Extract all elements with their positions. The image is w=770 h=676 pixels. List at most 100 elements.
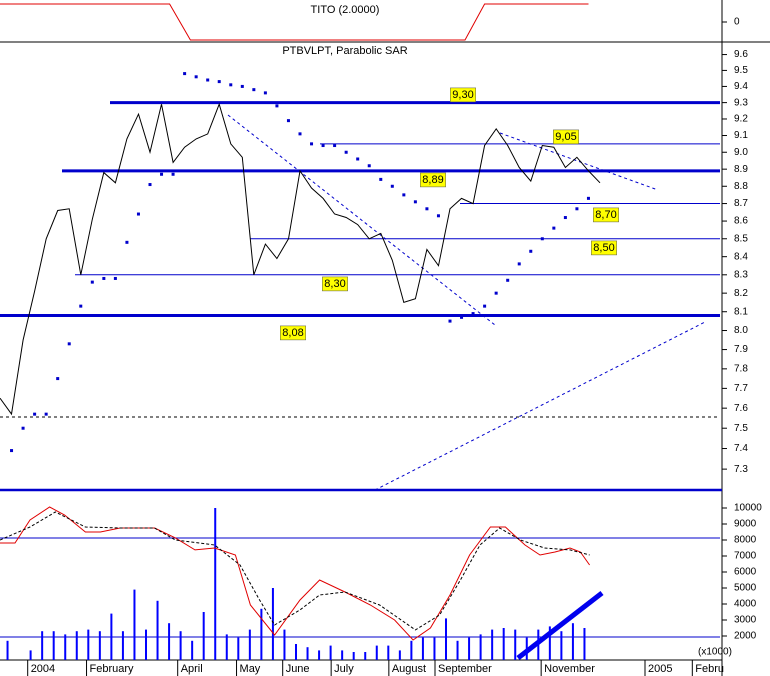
label-background (322, 276, 348, 292)
y-tick-label: 10000 (734, 503, 762, 514)
y-tick-label: 9.6 (734, 49, 748, 60)
y-tick-label: 4000 (734, 599, 757, 610)
sar-dot (79, 304, 83, 308)
volume-bar (202, 612, 205, 660)
sar-dot (460, 315, 464, 319)
level-label: 8,08 (282, 327, 303, 339)
y-tick-label: 5000 (734, 583, 757, 594)
sar-dot (252, 88, 256, 92)
trend-line (499, 132, 659, 191)
volume-bar (352, 652, 355, 660)
volume-bar (571, 623, 574, 660)
volume-bar (525, 637, 528, 660)
volume-bar (468, 637, 471, 660)
sar-dot (333, 144, 337, 148)
y-tick-label: 9.4 (734, 81, 748, 92)
y-tick-label: 8.7 (734, 198, 748, 209)
volume-bar (29, 650, 32, 660)
volume-bar (329, 645, 332, 660)
level-label: 8,50 (593, 242, 614, 254)
y-tick-label: 8.9 (734, 164, 748, 175)
sar-dot (90, 280, 94, 284)
y-tick-label: 9.1 (734, 130, 748, 141)
series-line (0, 3, 589, 41)
sar-dot (171, 172, 175, 176)
y-tick-label: 8.4 (734, 251, 748, 262)
y-tick-label: 8.5 (734, 233, 748, 244)
level-label: 9,30 (452, 89, 473, 101)
sar-dot (540, 237, 544, 241)
sar-dot (183, 72, 187, 76)
y-tick-label: 7.9 (734, 344, 748, 355)
sar-dot (136, 212, 140, 216)
sar-dot (356, 157, 360, 161)
level-label-box: 8,89 (420, 172, 446, 188)
y-tick-label: 6000 (734, 567, 757, 578)
x-tick-label: September (438, 663, 492, 675)
x-tick-label: July (334, 663, 354, 675)
sar-dot (125, 240, 129, 244)
y-tick-label: 7.6 (734, 403, 748, 414)
volume-bar (491, 629, 494, 660)
volume-bar (87, 629, 90, 660)
label-background (450, 87, 476, 103)
volume-bar (271, 588, 274, 660)
y-tick-label: 8.2 (734, 288, 748, 299)
oscillator-line (0, 506, 591, 641)
label-background (591, 240, 617, 256)
sar-dot (529, 249, 533, 253)
y-tick-label: 3000 (734, 615, 757, 626)
sar-dot (10, 449, 14, 453)
sar-dot (206, 78, 210, 82)
x-tick-label: August (392, 663, 426, 675)
x-tick-label: February (90, 663, 135, 675)
sar-dot (413, 200, 417, 204)
label-background (553, 129, 579, 145)
series-line (0, 102, 601, 416)
volume-bar (318, 650, 321, 660)
sar-dot (552, 226, 556, 230)
volume-bar (133, 589, 136, 660)
volume-bar (248, 629, 251, 660)
volume-bar (179, 631, 182, 660)
volume-bar (225, 634, 228, 660)
y-tick-label: 9000 (734, 519, 757, 530)
sar-dot (517, 262, 521, 266)
y-tick-label: 8.6 (734, 216, 748, 227)
volume-bar (375, 645, 378, 660)
y-tick-label: 9.2 (734, 114, 748, 125)
sar-dot (194, 75, 198, 79)
volume-bar (433, 637, 436, 660)
volume-bar (387, 645, 390, 660)
level-label-box: 8,08 (280, 325, 306, 341)
y-tick-label: 9.3 (734, 97, 748, 108)
sar-dot (471, 312, 475, 316)
sar-dot (229, 83, 233, 87)
volume-bar (583, 628, 586, 660)
panel-title: TITO (2.0000) (311, 4, 380, 16)
x-tick-label: 2005 (648, 663, 672, 675)
volume-bar (410, 640, 413, 660)
x-tick-label: 2004 (31, 663, 55, 675)
label-background (280, 325, 306, 341)
volume-bar (548, 626, 551, 660)
x-tick-label: November (544, 663, 595, 675)
volume-bar (341, 650, 344, 660)
volume-bar (398, 650, 401, 660)
y-tick-label: 8.3 (734, 269, 748, 280)
sar-dot (113, 276, 117, 280)
y-tick-label: 8.8 (734, 181, 748, 192)
level-label: 8,70 (595, 209, 616, 221)
sar-dot (425, 207, 429, 211)
sar-dot (448, 319, 452, 323)
y-tick-label: 9.0 (734, 147, 748, 158)
volume-bar (283, 629, 286, 660)
sar-dot (390, 184, 394, 188)
sar-dot (563, 216, 567, 220)
volume-bar (537, 629, 540, 660)
level-label: 8,89 (422, 174, 443, 186)
sar-dot (148, 183, 152, 187)
volume-bar (110, 613, 113, 660)
